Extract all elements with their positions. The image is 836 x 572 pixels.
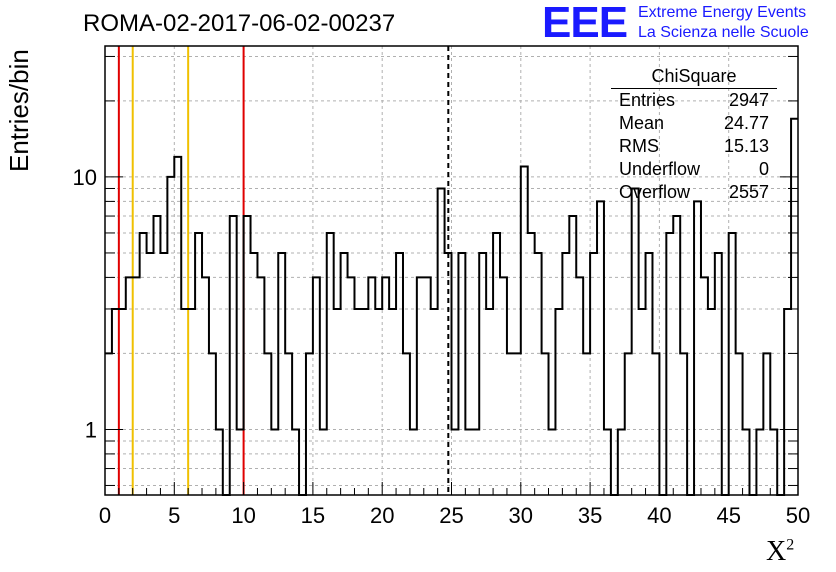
x-axis-label-base: X (766, 536, 787, 567)
x-tick-label: 10 (231, 503, 255, 528)
x-axis-label: X2 (766, 536, 794, 568)
stats-box: ChiSquare Entries 2947 Mean 24.77 RMS 15.13… (611, 66, 777, 205)
stats-value: 24.77 (723, 113, 769, 133)
stats-value: 2557 (728, 182, 769, 202)
y-tick-label: 10 (73, 165, 97, 190)
stats-key: Underflow (619, 159, 701, 179)
x-tick-label: 50 (786, 503, 810, 528)
stats-row: Overflow 2557 (611, 182, 777, 205)
stats-key: RMS (619, 136, 659, 156)
stats-key: Mean (619, 113, 665, 133)
y-axis-label: Entries/bin (4, 49, 34, 172)
logo-mark: EEE (542, 0, 628, 47)
stats-value: 0 (758, 159, 769, 179)
logo-line2: La Scienza nelle Scuole (638, 24, 809, 41)
x-tick-label: 40 (647, 503, 671, 528)
x-tick-label: 20 (370, 503, 394, 528)
x-tick-label: 45 (716, 503, 740, 528)
x-tick-label: 5 (168, 503, 180, 528)
x-tick-label: 35 (578, 503, 602, 528)
stats-value: 15.13 (723, 136, 769, 156)
eee-logo: EEE Extreme Energy Events La Scienza nel… (542, 0, 832, 47)
stats-row: Mean 24.77 (611, 113, 777, 136)
stats-value: 2947 (728, 90, 769, 110)
stats-key: Entries (619, 90, 676, 110)
x-tick-label: 30 (509, 503, 533, 528)
stats-row: RMS 15.13 (611, 136, 777, 159)
chart-title: ROMA-02-2017-06-02-00237 (83, 10, 396, 37)
stats-row: Underflow 0 (611, 159, 777, 182)
x-axis-label-sup: 2 (786, 536, 795, 554)
x-tick-label: 25 (439, 503, 463, 528)
stats-row: Entries 2947 (611, 90, 777, 113)
stats-key: Overflow (619, 182, 691, 202)
y-tick-label: 1 (85, 417, 97, 442)
logo-line1: Extreme Energy Events (638, 4, 807, 21)
stats-title: ChiSquare (611, 66, 777, 89)
x-tick-label: 0 (99, 503, 111, 528)
x-tick-label: 15 (301, 503, 325, 528)
